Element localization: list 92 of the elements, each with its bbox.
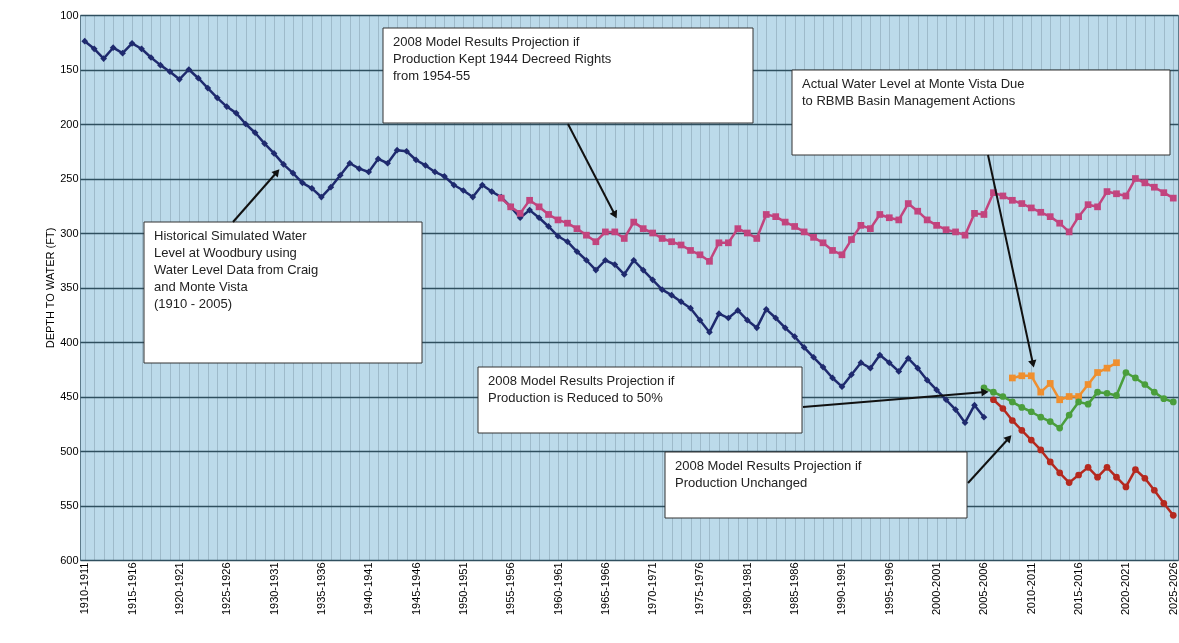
x-tick-label: 2015-2016	[1072, 562, 1085, 616]
x-tick-label: 1980-1981	[740, 562, 753, 616]
x-tick-label: 1960-1961	[551, 562, 564, 616]
y-axis-title: DEPTH TO WATER (FT)	[44, 227, 57, 349]
point	[1037, 446, 1045, 454]
annotation: 2008 Model Results Projection if Production Unchanged	[675, 458, 862, 490]
point	[999, 393, 1007, 400]
point	[1027, 408, 1035, 416]
annotation: 2008 Model Results Projection if Production is Reduced to 50%	[488, 373, 675, 405]
point	[1113, 473, 1120, 481]
point	[1084, 464, 1092, 471]
point	[1084, 381, 1092, 388]
point	[1103, 364, 1111, 372]
point	[1027, 436, 1035, 444]
point	[1018, 372, 1026, 380]
x-tick-label: 1955-1956	[504, 562, 517, 616]
point	[1075, 398, 1082, 406]
point	[1150, 486, 1158, 494]
point	[1094, 388, 1101, 396]
y-tick-label: 550	[60, 499, 79, 511]
x-tick-label: 2025-2026	[1166, 562, 1179, 616]
y-tick-label: 250	[60, 172, 79, 184]
y-tick-label: 400	[60, 335, 79, 348]
x-tick-label: 1940-1941	[362, 562, 375, 616]
point	[1075, 471, 1082, 479]
point	[1065, 393, 1073, 400]
point	[1009, 374, 1016, 382]
x-tick-label: 1950-1951	[456, 562, 469, 616]
x-tick-label: 1995-1996	[882, 562, 895, 616]
y-tick-label: 150	[60, 63, 79, 75]
point	[1046, 458, 1054, 466]
annotation: Actual Water Level at Monte Vista Due to RBMB Basin Management Actions	[802, 76, 1025, 108]
x-tick-label: 1990-1991	[835, 562, 848, 616]
y-tick-label: 500	[60, 444, 79, 457]
point	[1132, 374, 1139, 382]
point	[1046, 418, 1054, 425]
x-tick-label: 1915-1916	[125, 562, 138, 616]
y-tick-label: 350	[60, 281, 79, 293]
x-tick-label: 1925-1926	[220, 562, 233, 616]
point	[1122, 369, 1130, 376]
point	[999, 405, 1007, 412]
x-tick-label: 1965-1966	[598, 562, 611, 616]
x-tick-label: 1930-1931	[267, 562, 280, 616]
x-tick-label: 1985-1986	[788, 562, 801, 616]
annotation: Historical Simulated Water Level at Woodbury using Water Level Data from Craig and Monte Vista (1910 - 2005)	[154, 228, 319, 311]
point	[1169, 511, 1177, 519]
x-tick-label: 1970-1971	[646, 562, 659, 616]
y-tick-label: 200	[60, 117, 79, 130]
point	[1160, 499, 1168, 507]
point	[1037, 413, 1045, 421]
point	[1141, 381, 1149, 388]
point	[1122, 483, 1130, 491]
point	[1169, 398, 1177, 406]
point	[1065, 411, 1073, 419]
x-tick-label: 1975-1976	[693, 562, 706, 616]
point	[1009, 417, 1016, 424]
point	[1056, 469, 1064, 477]
y-tick-label: 450	[60, 390, 79, 402]
point	[1113, 359, 1120, 367]
point	[1056, 396, 1064, 404]
y-tick-label: 300	[60, 226, 79, 239]
point	[1037, 388, 1045, 396]
point	[990, 396, 997, 404]
y-tick-label: 600	[60, 553, 79, 566]
x-tick-label: 2010-2011	[1024, 562, 1037, 615]
point	[1084, 400, 1092, 408]
y-tick-label: 100	[60, 8, 79, 21]
point	[1132, 466, 1139, 473]
point	[1046, 380, 1054, 387]
point	[1065, 479, 1073, 486]
point	[1113, 392, 1120, 399]
x-tick-label: 1920-1921	[172, 562, 185, 616]
x-tick-label: 1945-1946	[409, 562, 422, 616]
point	[1160, 395, 1168, 403]
point	[1141, 474, 1149, 482]
x-tick-label: 2020-2021	[1119, 562, 1132, 616]
point	[1027, 372, 1035, 380]
point	[1103, 389, 1111, 397]
point	[1056, 424, 1064, 432]
point	[1094, 473, 1101, 481]
point	[1150, 388, 1158, 396]
point	[1103, 464, 1111, 471]
x-tick-label: 2005-2006	[977, 562, 990, 616]
point	[1018, 404, 1026, 411]
point	[990, 388, 997, 396]
x-tick-label: 1935-1936	[314, 562, 327, 616]
point	[1094, 369, 1101, 376]
point	[1018, 426, 1026, 434]
annotation: 2008 Model Results Projection if Production Kept 1944 Decreed Rights from 1954-55	[393, 34, 612, 83]
point	[1009, 398, 1016, 406]
x-tick-label: 2000-2001	[930, 562, 943, 616]
x-tick-label: 1910-1911	[78, 562, 91, 615]
